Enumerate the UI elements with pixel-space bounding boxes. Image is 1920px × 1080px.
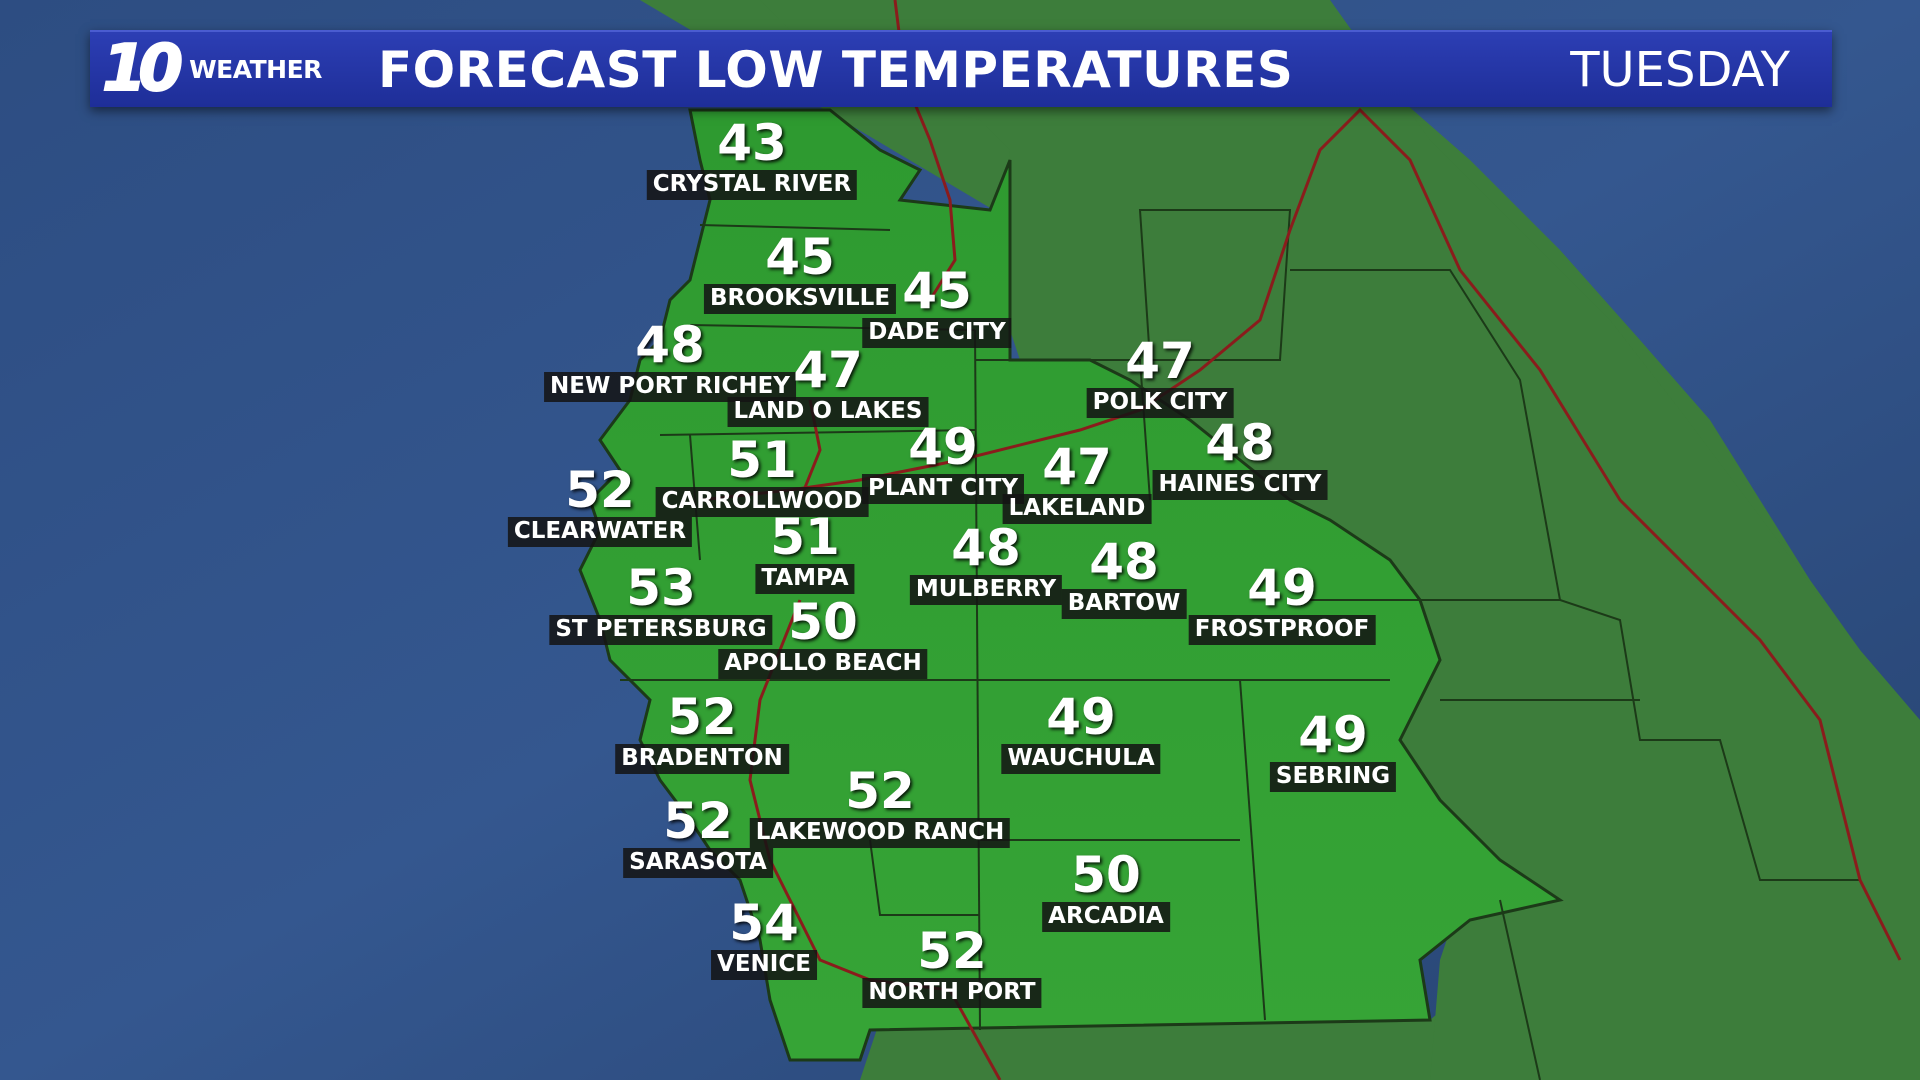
city-temp: 43 — [717, 114, 787, 172]
city-label: 51 TAMPA — [755, 508, 855, 594]
city-label: 52 LAKEWOOD RANCH — [749, 762, 1011, 848]
city-name: CARROLLWOOD — [655, 487, 869, 517]
city-name: CLEARWATER — [507, 517, 693, 547]
station-logo: 10 WEATHER — [101, 32, 322, 106]
city-label: 50 ARCADIA — [1042, 850, 1170, 932]
city-name: BRADENTON — [615, 744, 789, 774]
city-label: 52 BRADENTON — [615, 692, 789, 774]
city-temp: 52 — [917, 922, 987, 980]
city-temp: 49 — [1046, 688, 1116, 746]
city-label: 47 LAND O LAKES — [727, 341, 929, 427]
city-temp: 49 — [1247, 559, 1317, 617]
city-name: LAND O LAKES — [727, 397, 929, 427]
city-name: LAKELAND — [1002, 494, 1152, 524]
city-label: 53 ST PETERSBURG — [549, 559, 773, 645]
city-name: ST PETERSBURG — [549, 615, 773, 645]
city-name: ARCADIA — [1042, 902, 1170, 932]
page-title: FORECAST LOW TEMPERATURES — [378, 41, 1294, 99]
city-temp: 48 — [1205, 414, 1275, 472]
city-label: 47 LAKELAND — [1002, 438, 1152, 524]
city-temp: 51 — [770, 508, 840, 566]
city-name: APOLLO BEACH — [718, 649, 928, 679]
city-temp: 45 — [902, 262, 972, 320]
city-label: 49 WAUCHULA — [1001, 688, 1161, 774]
city-name: BROOKSVILLE — [703, 284, 897, 314]
city-label: 43 CRYSTAL RIVER — [646, 114, 858, 200]
city-temp: 49 — [908, 418, 978, 476]
city-name: NEW PORT RICHEY — [544, 372, 796, 402]
city-label: 52 CLEARWATER — [507, 461, 693, 547]
forecast-day: TUESDAY — [1570, 42, 1790, 98]
city-name: FROSTPROOF — [1188, 615, 1376, 645]
city-temp: 53 — [626, 559, 696, 617]
city-label: 48 HAINES CITY — [1152, 414, 1328, 500]
city-temp: 54 — [729, 894, 799, 952]
city-temp: 52 — [663, 792, 733, 850]
city-name: SEBRING — [1269, 762, 1397, 792]
city-label: 50 APOLLO BEACH — [718, 593, 928, 679]
city-temp: 48 — [635, 316, 705, 374]
city-label: 48 NEW PORT RICHEY — [544, 320, 796, 402]
city-temp: 47 — [1042, 438, 1112, 496]
city-temp: 47 — [1125, 332, 1195, 390]
city-name: DADE CITY — [862, 318, 1012, 348]
city-name: POLK CITY — [1086, 388, 1234, 418]
city-name: NORTH PORT — [862, 978, 1042, 1008]
city-label: 52 NORTH PORT — [862, 922, 1042, 1008]
city-name: LAKEWOOD RANCH — [749, 818, 1011, 848]
logo-word: WEATHER — [189, 54, 322, 84]
city-temp: 51 — [727, 431, 797, 489]
city-temp: 48 — [951, 519, 1021, 577]
city-name: VENICE — [711, 950, 817, 980]
header-bar: 10 WEATHER FORECAST LOW TEMPERATURES TUE… — [90, 30, 1832, 107]
city-label: 48 MULBERRY — [909, 519, 1063, 605]
city-name: CRYSTAL RIVER — [646, 170, 858, 200]
city-label: 45 BROOKSVILLE — [703, 228, 897, 314]
county-lines — [620, 209, 1860, 1080]
city-name: WAUCHULA — [1001, 744, 1161, 774]
city-name: HAINES CITY — [1152, 470, 1328, 500]
city-temp: 52 — [845, 762, 915, 820]
city-temp: 45 — [765, 228, 835, 286]
city-label: 49 PLANT CITY — [861, 418, 1025, 504]
city-name: BARTOW — [1061, 589, 1187, 619]
city-temp: 47 — [793, 341, 863, 399]
city-name: SARASOTA — [623, 848, 773, 878]
city-temp: 52 — [565, 461, 635, 519]
city-label: 52 SARASOTA — [623, 796, 773, 878]
city-temp: 52 — [667, 688, 737, 746]
city-name: MULBERRY — [909, 575, 1063, 605]
city-label: 51 CARROLLWOOD — [655, 431, 869, 517]
city-label: 49 FROSTPROOF — [1188, 559, 1376, 645]
city-name: PLANT CITY — [861, 474, 1025, 504]
city-label: 48 BARTOW — [1061, 533, 1187, 619]
city-label: 47 POLK CITY — [1086, 332, 1234, 418]
city-temp: 49 — [1298, 706, 1368, 764]
city-name: TAMPA — [755, 564, 855, 594]
city-label: 45 DADE CITY — [862, 262, 1012, 348]
logo-number: 10 — [101, 32, 184, 106]
city-label: 49 SEBRING — [1269, 706, 1397, 792]
city-temp: 48 — [1089, 533, 1159, 591]
city-label: 54 VENICE — [711, 898, 817, 980]
city-temp: 50 — [1071, 846, 1141, 904]
city-temp: 50 — [788, 593, 858, 651]
